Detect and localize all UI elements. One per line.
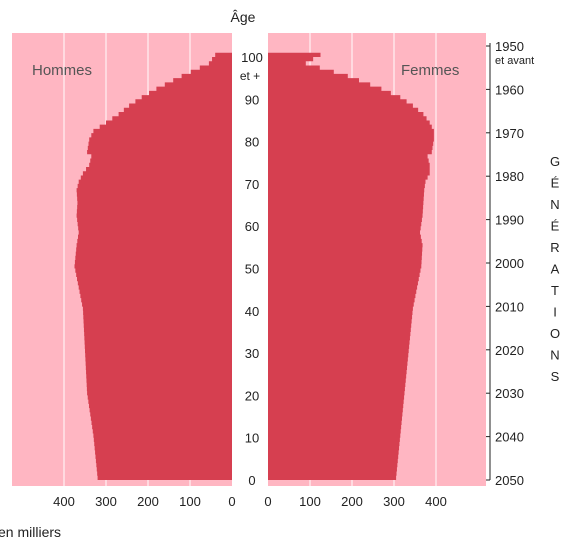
generation-tick-label: 1960 bbox=[495, 82, 524, 97]
femmes-x-tick-label: 400 bbox=[425, 494, 447, 509]
generations-title-letter: O bbox=[550, 326, 560, 341]
generation-tick-label: 2030 bbox=[495, 386, 524, 401]
femmes-x-tick-label: 200 bbox=[341, 494, 363, 509]
generation-tick-label: 2050 bbox=[495, 473, 524, 488]
age-tick-label: 50 bbox=[245, 262, 259, 277]
age-ticks: 0 10 20 30 40 50 60 70 80 90 100 bbox=[241, 50, 263, 488]
age-top-label: et + bbox=[240, 69, 260, 83]
age-tick-label: 80 bbox=[245, 135, 259, 150]
hommes-x-tick-label: 100 bbox=[179, 494, 201, 509]
generations-title-letter: R bbox=[550, 240, 559, 255]
hommes-x-tick-label: 0 bbox=[228, 494, 235, 509]
generations-title-letter: A bbox=[551, 262, 560, 277]
generations-title-letter: G bbox=[550, 154, 560, 169]
age-tick-label: 10 bbox=[245, 431, 259, 446]
hommes-x-ticks: 400 300 200 100 0 bbox=[53, 494, 235, 509]
age-tick-label: 90 bbox=[245, 92, 259, 107]
x-axis-unit-label: en milliers bbox=[0, 524, 61, 540]
generation-tick-label: 1990 bbox=[495, 213, 524, 228]
generations-title-letter: É bbox=[551, 219, 560, 234]
hommes-x-tick-label: 200 bbox=[137, 494, 159, 509]
generation-tick-label: 1980 bbox=[495, 169, 524, 184]
age-tick-label: 0 bbox=[248, 473, 255, 488]
hommes-panel-title: Hommes bbox=[32, 62, 92, 79]
hommes-x-tick-label: 400 bbox=[53, 494, 75, 509]
age-tick-label: 60 bbox=[245, 219, 259, 234]
generation-tick-label: 2000 bbox=[495, 256, 524, 271]
age-tick-label: 100 bbox=[241, 50, 263, 65]
femmes-x-tick-label: 100 bbox=[299, 494, 321, 509]
generation-tick-label: 1950 bbox=[495, 39, 524, 54]
femmes-x-tick-label: 300 bbox=[383, 494, 405, 509]
generations-ticks: 1950 1960 1970 1980 1990 2000 2010 2020 2030 2040… bbox=[486, 39, 524, 488]
femmes-x-tick-label: 0 bbox=[264, 494, 271, 509]
age-tick-label: 70 bbox=[245, 177, 259, 192]
generations-title-letter: I bbox=[553, 305, 557, 320]
age-axis-label: Âge bbox=[231, 9, 256, 25]
generation-tick-label: 2020 bbox=[495, 343, 524, 358]
generations-first-tick-suffix: et avant bbox=[495, 55, 534, 67]
generation-tick-label: 2010 bbox=[495, 299, 524, 314]
hommes-x-tick-label: 300 bbox=[95, 494, 117, 509]
generations-title-letter: N bbox=[550, 348, 559, 363]
femmes-panel-title: Femmes bbox=[401, 62, 459, 79]
femmes-x-ticks: 0 100 200 300 400 bbox=[264, 494, 446, 509]
age-tick-label: 20 bbox=[245, 388, 259, 403]
generations-title-letter: S bbox=[551, 369, 560, 384]
femmes-bars bbox=[268, 52, 434, 481]
hommes-bars bbox=[74, 52, 232, 481]
generation-tick-label: 1970 bbox=[495, 126, 524, 141]
generation-tick-label: 2040 bbox=[495, 430, 524, 445]
generations-title-letter: N bbox=[550, 197, 559, 212]
age-tick-label: 40 bbox=[245, 304, 259, 319]
generations-title-letter: É bbox=[551, 176, 560, 191]
age-tick-label: 30 bbox=[245, 346, 259, 361]
generations-title-letter: T bbox=[551, 283, 559, 298]
